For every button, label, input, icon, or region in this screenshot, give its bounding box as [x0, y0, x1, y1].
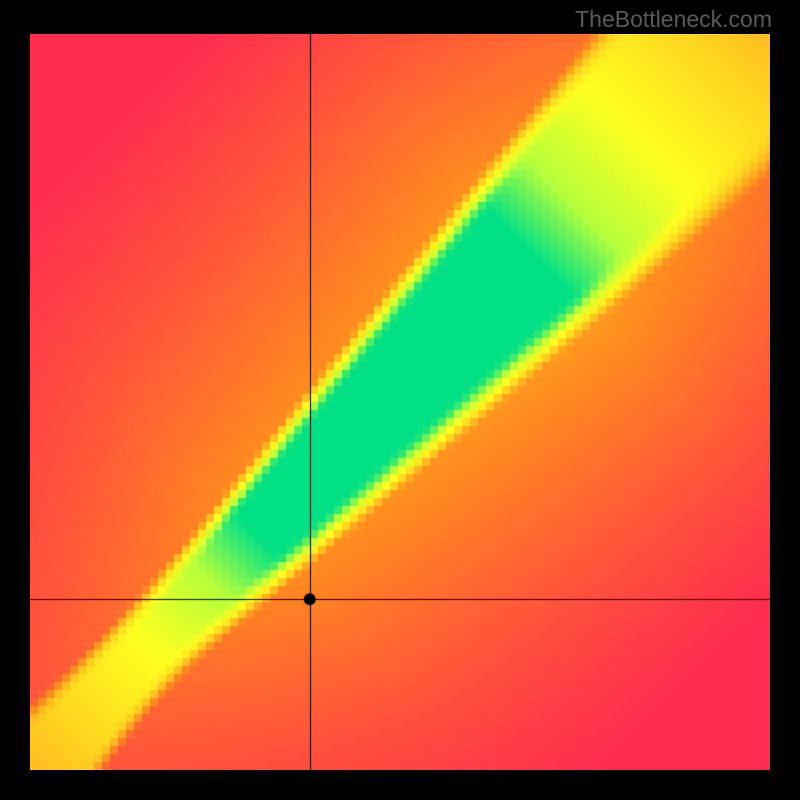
- chart-container: { "watermark": { "text": "TheBottleneck.…: [0, 0, 800, 800]
- watermark-text: TheBottleneck.com: [575, 6, 772, 33]
- crosshair-overlay: [30, 34, 770, 770]
